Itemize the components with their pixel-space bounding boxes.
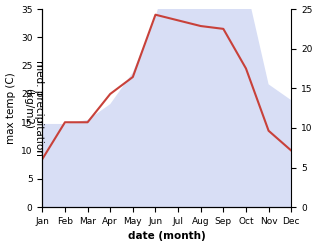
- Y-axis label: med. precipitation
(kg/m2): med. precipitation (kg/m2): [23, 60, 45, 156]
- Y-axis label: max temp (C): max temp (C): [5, 72, 16, 144]
- X-axis label: date (month): date (month): [128, 231, 206, 242]
